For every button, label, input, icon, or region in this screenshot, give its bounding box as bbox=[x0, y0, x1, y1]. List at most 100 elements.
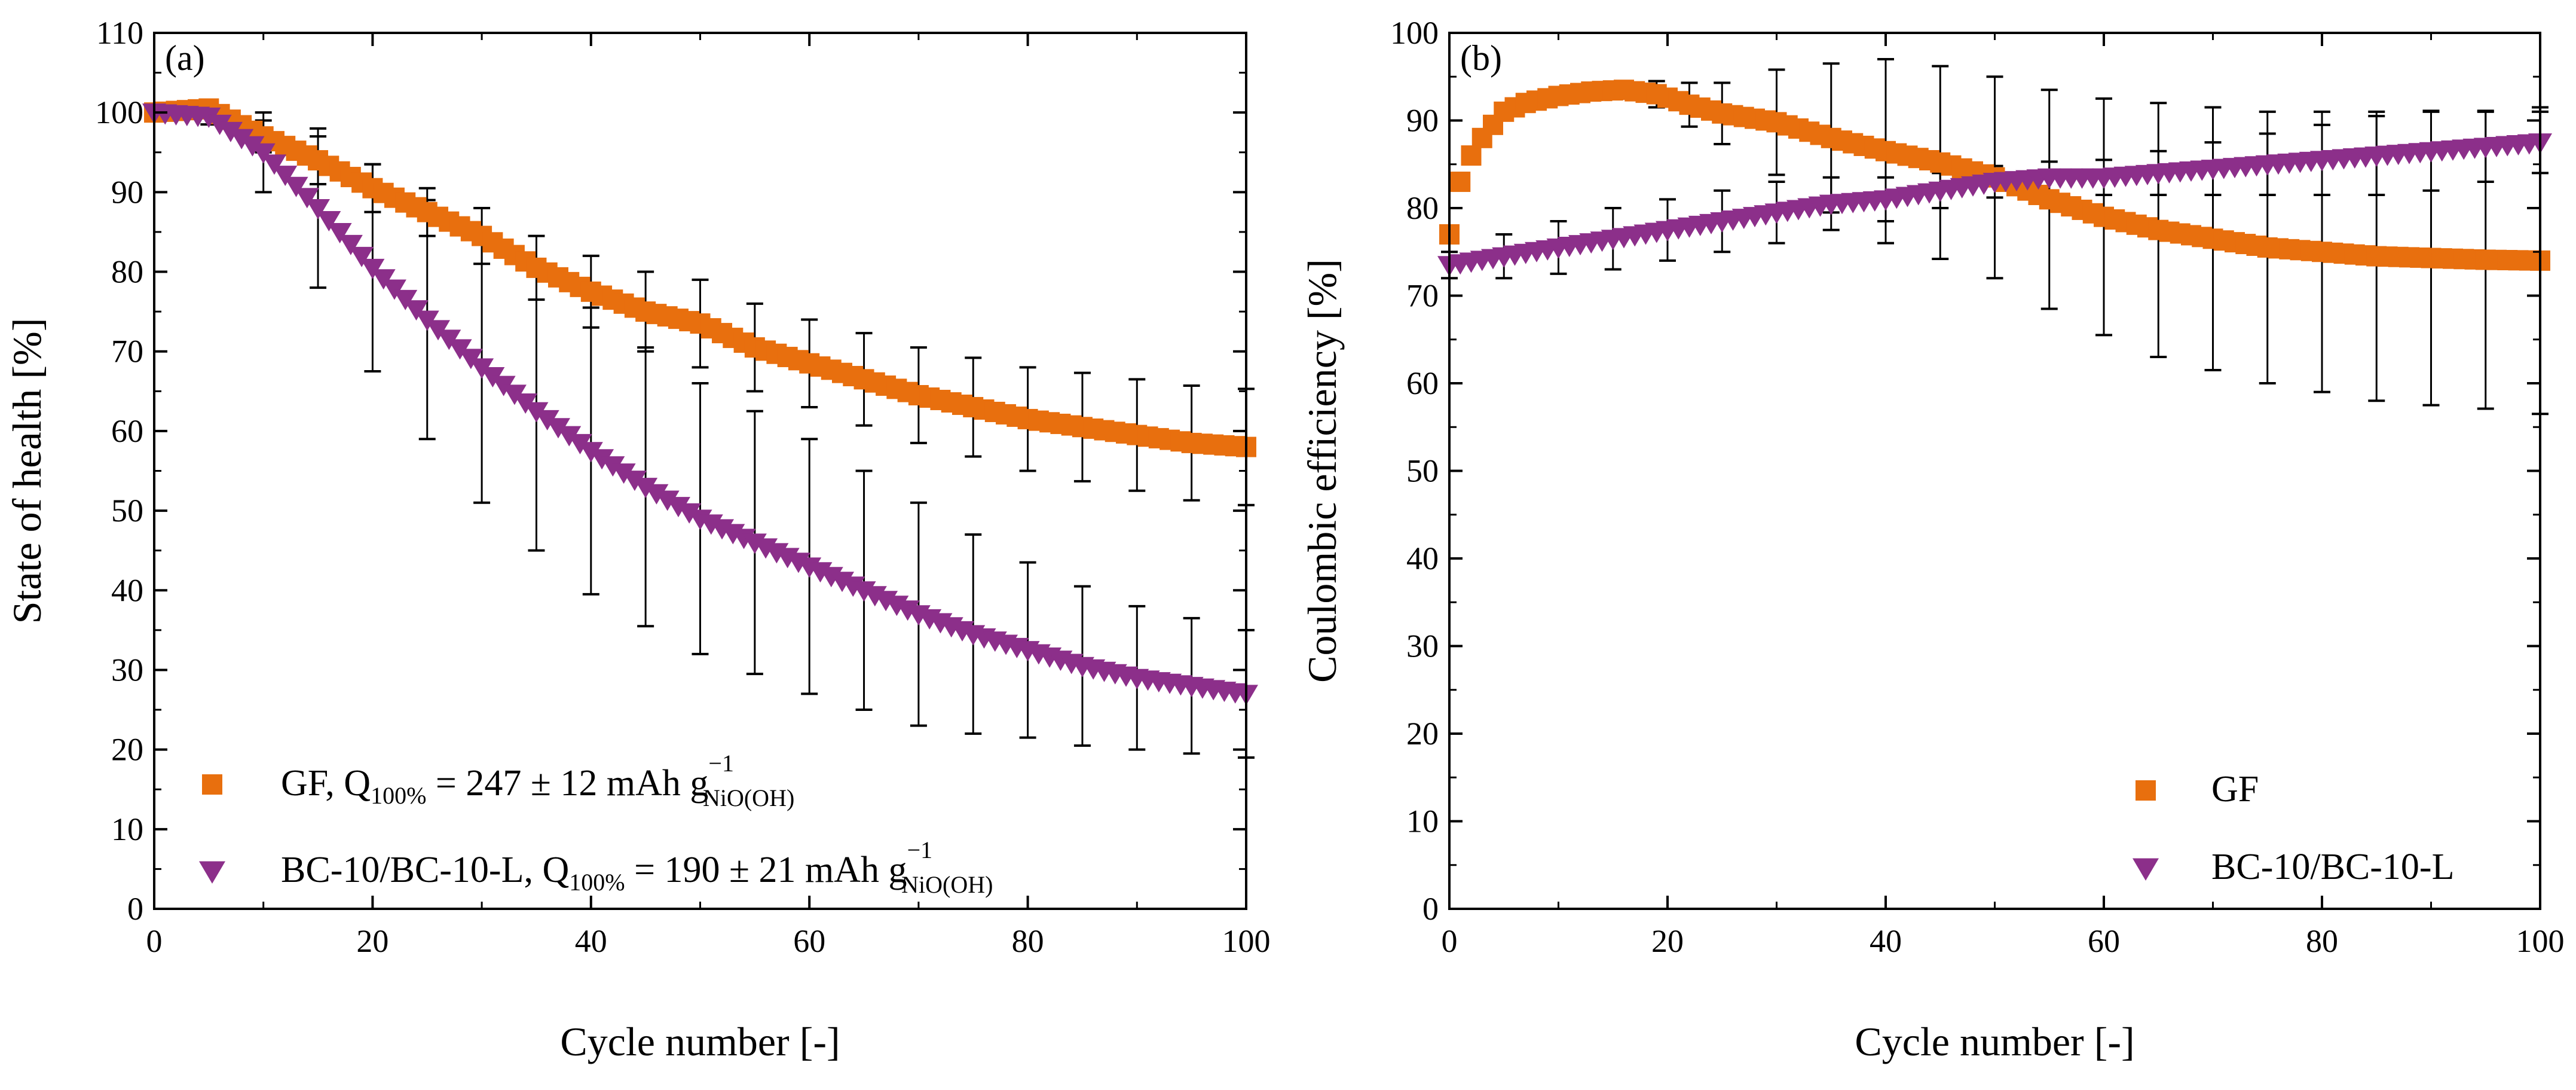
legend-g-sup: −1 bbox=[907, 836, 933, 863]
bc-point bbox=[404, 300, 429, 321]
y-tick-label: 0 bbox=[127, 891, 143, 927]
legend: GF, Q100% = 247 ± 12 mAh g−1 NiO(OH)BC-10… bbox=[199, 750, 993, 898]
bc-point bbox=[590, 449, 614, 470]
bc-point bbox=[262, 154, 286, 175]
y-tick-label: 80 bbox=[111, 254, 143, 290]
x-tick-label: 60 bbox=[2088, 923, 2120, 959]
legend: GF BC-10/BC-10-L bbox=[2133, 769, 2454, 887]
legend-prefix: GF, Q bbox=[281, 763, 371, 804]
legend-g-sub: NiO(OH) bbox=[901, 871, 993, 898]
legend-marker-bc bbox=[2133, 858, 2159, 881]
y-tick-label: 10 bbox=[111, 811, 143, 847]
bc-point bbox=[655, 490, 680, 511]
panel-label: (b) bbox=[1460, 38, 1502, 78]
bc-point bbox=[666, 497, 690, 518]
bc-point bbox=[524, 402, 549, 423]
bc-point bbox=[295, 188, 319, 209]
bc-point bbox=[622, 471, 647, 491]
bc-point bbox=[677, 503, 702, 524]
x-axis-title: Cycle number [-] bbox=[1855, 1019, 2134, 1064]
legend-label-bc: BC-10/BC-10-L, Q100% = 190 ± 21 mAh g−1 N… bbox=[281, 836, 993, 898]
y-tick-label: 20 bbox=[1406, 716, 1439, 752]
bc-point bbox=[644, 484, 669, 505]
y-axis-title: State of health [%] bbox=[4, 318, 50, 624]
x-axis: 0 20 40 60 80 100 bbox=[1442, 33, 2565, 959]
bc-point bbox=[601, 456, 625, 477]
y-tick-label: 20 bbox=[111, 732, 143, 768]
y-tick-label: 100 bbox=[95, 94, 143, 130]
bc-point bbox=[371, 269, 396, 290]
legend-marker-bc bbox=[199, 861, 225, 884]
bc-point bbox=[230, 129, 254, 149]
x-tick-label: 40 bbox=[1870, 923, 1902, 959]
y-axis-title: Coulombic efficiency [%] bbox=[1299, 259, 1345, 683]
y-tick-label: 10 bbox=[1406, 804, 1439, 839]
legend-marker-gf bbox=[2136, 780, 2156, 801]
legend-middle: = 247 ± 12 mAh g bbox=[426, 763, 708, 804]
bc-point bbox=[317, 210, 341, 231]
bc-point bbox=[218, 121, 243, 142]
y-axis: 0 10 20 30 40 50 60 70 80 90 100 110 bbox=[95, 15, 1246, 927]
y-axis: 0 10 20 30 40 50 60 70 80 90 100 bbox=[1390, 15, 2540, 927]
legend-label-gf: GF bbox=[2211, 769, 2259, 810]
x-tick-label: 20 bbox=[356, 923, 388, 959]
series-bc bbox=[142, 103, 1258, 706]
y-tick-label: 60 bbox=[111, 413, 143, 449]
y-tick-label: 50 bbox=[1406, 453, 1439, 489]
bc-point bbox=[251, 143, 276, 164]
x-tick-label: 0 bbox=[146, 923, 163, 959]
bc-point bbox=[197, 107, 221, 128]
panel-b-coulombic-efficiency: 0 10 20 30 40 50 60 70 80 90 100 0 20 40 60 80 100 Cycle … bbox=[1299, 15, 2565, 1064]
x-tick-label: 20 bbox=[1651, 923, 1684, 959]
y-tick-label: 30 bbox=[1406, 628, 1439, 664]
x-tick-label: 80 bbox=[2306, 923, 2338, 959]
bc-point bbox=[338, 234, 363, 255]
legend-label-gf: GF, Q100% = 247 ± 12 mAh g−1 NiO(OH) bbox=[281, 750, 794, 811]
bc-point bbox=[568, 433, 592, 454]
legend-prefix: BC-10/BC-10-L, Q bbox=[281, 850, 569, 890]
bc-point bbox=[306, 199, 331, 219]
y-tick-label: 100 bbox=[1390, 15, 1439, 51]
y-tick-label: 50 bbox=[111, 493, 143, 529]
y-tick-label: 90 bbox=[111, 174, 143, 210]
bc-point bbox=[328, 222, 352, 243]
legend-q-sub: 100% bbox=[569, 869, 625, 896]
bc-point bbox=[207, 114, 232, 135]
bc-point bbox=[535, 410, 559, 430]
y-tick-label: 60 bbox=[1406, 365, 1439, 401]
x-tick-label: 100 bbox=[1222, 923, 1271, 959]
gf-point bbox=[1450, 172, 1471, 193]
panel-label: (a) bbox=[165, 38, 205, 78]
bc-point bbox=[546, 418, 570, 439]
x-tick-label: 80 bbox=[1012, 923, 1044, 959]
bc-point bbox=[360, 258, 385, 279]
y-tick-label: 90 bbox=[1406, 103, 1439, 139]
legend-g-sup: −1 bbox=[708, 750, 734, 777]
bc-point bbox=[382, 279, 406, 300]
x-tick-label: 0 bbox=[1442, 923, 1458, 959]
legend-label-bc: BC-10/BC-10-L bbox=[2211, 847, 2454, 887]
y-tick-label: 40 bbox=[1406, 541, 1439, 576]
y-tick-label: 40 bbox=[111, 572, 143, 608]
bc-point bbox=[284, 176, 308, 197]
legend-middle: = 190 ± 21 mAh g bbox=[625, 850, 907, 890]
x-tick-label: 60 bbox=[793, 923, 825, 959]
y-tick-label: 30 bbox=[111, 652, 143, 688]
x-tick-label: 100 bbox=[2516, 923, 2565, 959]
bc-point bbox=[273, 166, 298, 187]
bc-point bbox=[350, 246, 374, 267]
legend-marker-gf bbox=[202, 774, 222, 795]
bc-point bbox=[579, 442, 603, 463]
panel-a-state-of-health: 0 10 20 30 40 50 60 70 80 90 100 110 0 20 40 60 80 100 Cyc… bbox=[4, 15, 1271, 1064]
y-tick-label: 80 bbox=[1406, 190, 1439, 226]
x-axis-title: Cycle number [-] bbox=[560, 1019, 840, 1064]
bc-point bbox=[393, 289, 418, 310]
bc-point bbox=[240, 136, 265, 157]
y-tick-label: 70 bbox=[1406, 278, 1439, 314]
bc-point bbox=[634, 478, 658, 499]
bc-point bbox=[557, 426, 582, 447]
legend-prefix: GF bbox=[2211, 769, 2259, 810]
bc-point bbox=[611, 463, 636, 484]
gf-point bbox=[1461, 145, 1482, 166]
